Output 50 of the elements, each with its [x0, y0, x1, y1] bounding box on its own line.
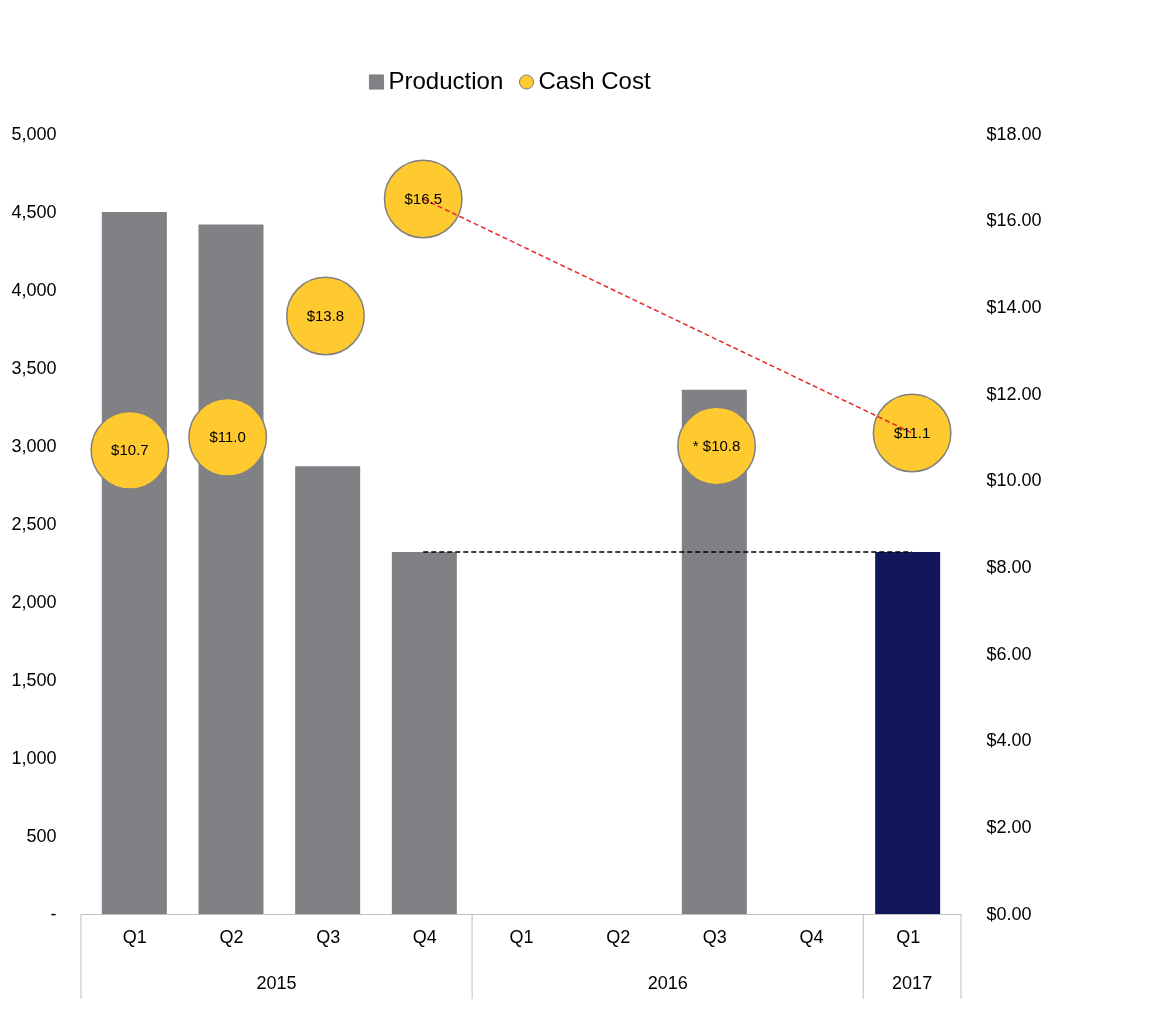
- point: [872, 393, 952, 473]
- y2-tick-label: $2.00: [986, 816, 1032, 837]
- y-tick-label: 2,500: [11, 513, 57, 534]
- y-tick-label: 3,000: [11, 435, 57, 456]
- x-tick-label: Q3: [316, 926, 341, 947]
- x-tick-label: Q1: [122, 926, 147, 947]
- text: 2017: [892, 973, 933, 993]
- data-label: $16.5: [404, 190, 442, 207]
- data-label: $11.1: [893, 424, 931, 441]
- bar: [295, 466, 361, 914]
- text: 2015: [256, 973, 297, 993]
- y2-tick-label: $10.00: [986, 470, 1042, 491]
- y2-tick-label: $18.00: [986, 123, 1042, 144]
- point: [188, 397, 268, 477]
- point: [90, 410, 170, 490]
- data-label: $13.8: [306, 307, 345, 324]
- y2-tick-label: $14.00: [986, 296, 1042, 317]
- y2-tick-label: $6.00: [986, 643, 1032, 664]
- y-tick-label: 500: [26, 825, 57, 846]
- x-tick-label: Q3: [702, 926, 727, 947]
- y-tick-label: 3,500: [11, 357, 57, 378]
- y-tick-label: 4,500: [11, 201, 57, 222]
- x-tick-label: Q4: [799, 926, 824, 947]
- y-tick-label: 1,000: [11, 747, 57, 768]
- y-tick-label: 4,000: [11, 279, 57, 300]
- data-label: $11.0: [209, 428, 246, 446]
- bar: [875, 552, 941, 914]
- y2-tick-label: $12.00: [986, 383, 1042, 404]
- data-label: $10.7: [111, 441, 149, 459]
- x-tick-label: Q2: [219, 926, 244, 947]
- point: [383, 159, 463, 239]
- legend-label: Production: [388, 67, 504, 94]
- x-tick-label: Q4: [412, 926, 437, 947]
- legend-label: Cash Cost: [538, 67, 651, 94]
- y2-tick-label: $16.00: [986, 210, 1042, 231]
- data-label: * $10.8: [692, 437, 741, 454]
- y-tick-label: 5,000: [11, 123, 57, 144]
- bar: [391, 552, 457, 914]
- x-tick-label: Q1: [509, 926, 534, 947]
- y2-tick-label: $8.00: [986, 556, 1032, 577]
- point: [677, 406, 757, 486]
- x-tick-label: Q1: [896, 926, 921, 947]
- x-tick-label: Q2: [606, 926, 631, 947]
- y2-tick-label: $0.00: [986, 903, 1032, 924]
- point: [285, 276, 365, 356]
- y-tick-label: 2,000: [11, 591, 57, 612]
- text: 2016: [647, 973, 688, 993]
- y-tick-label: 1,500: [11, 669, 57, 690]
- y2-tick-label: $4.00: [986, 730, 1032, 751]
- y-tick-label: -: [50, 903, 57, 924]
